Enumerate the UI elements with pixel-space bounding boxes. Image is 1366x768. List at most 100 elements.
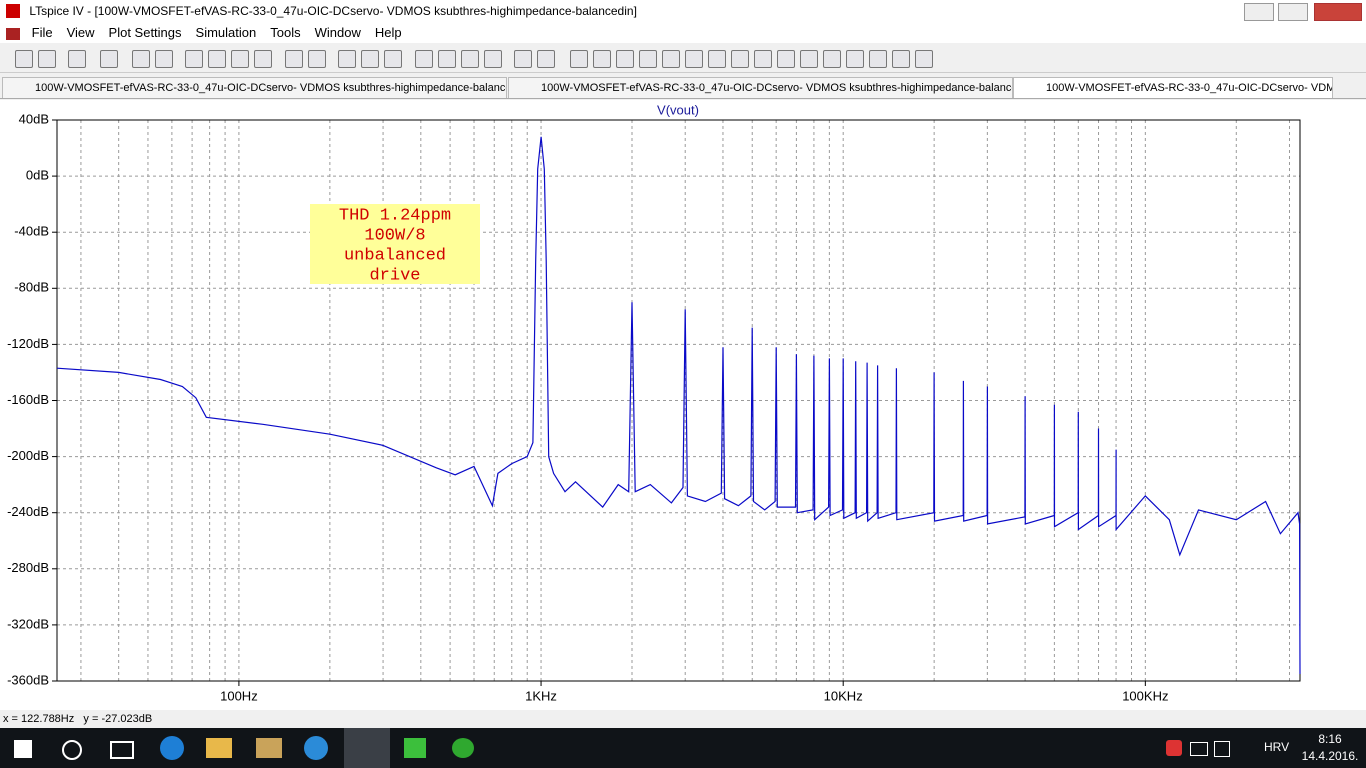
toolbar-button[interactable] xyxy=(361,50,379,68)
start-button[interactable] xyxy=(14,740,32,758)
toolbar-button[interactable] xyxy=(708,50,726,68)
menu-item[interactable]: Plot Settings xyxy=(108,25,182,40)
x-tick-label: 100KHz xyxy=(1122,688,1168,703)
minimize-button[interactable] xyxy=(1244,3,1274,21)
tab[interactable]: 100W-VMOSFET-efVAS-RC-33-0_47u-OIC-DCser… xyxy=(1013,77,1333,98)
toolbar-button[interactable] xyxy=(461,50,479,68)
y-tick-label: -320dB xyxy=(7,616,49,631)
toolbar-button[interactable] xyxy=(231,50,249,68)
maximize-button[interactable] xyxy=(1278,3,1308,21)
trace xyxy=(56,136,1301,675)
edge-icon[interactable] xyxy=(160,736,184,760)
toolbar-button[interactable] xyxy=(754,50,772,68)
taskbar: HRV 8:16 14.4.2016. xyxy=(0,728,1366,768)
y-tick-label: 40dB xyxy=(19,111,49,126)
toolbar-button[interactable] xyxy=(484,50,502,68)
tab[interactable]: 100W-VMOSFET-efVAS-RC-33-0_47u-OIC-DCser… xyxy=(2,77,507,98)
toolbar-button[interactable] xyxy=(514,50,532,68)
toolbar-button[interactable] xyxy=(616,50,634,68)
tray-icon[interactable] xyxy=(1166,740,1182,756)
tab[interactable]: 100W-VMOSFET-efVAS-RC-33-0_47u-OIC-DCser… xyxy=(508,77,1013,98)
clock-date[interactable]: 14.4.2016. xyxy=(1301,749,1359,763)
toolbar-button[interactable] xyxy=(662,50,680,68)
y-tick-label: 0dB xyxy=(26,168,49,183)
annotation-text: 100W/8 xyxy=(364,226,425,245)
toolbar-button[interactable] xyxy=(537,50,555,68)
tab-bar: 100W-VMOSFET-efVAS-RC-33-0_47u-OIC-DCser… xyxy=(0,74,1366,99)
annotation-box xyxy=(310,204,480,284)
toolbar-button[interactable] xyxy=(285,50,303,68)
app-icon-2[interactable] xyxy=(404,738,426,758)
y-tick-label: -280dB xyxy=(7,560,49,575)
y-tick-label: -200dB xyxy=(7,448,49,463)
y-tick-label: -80dB xyxy=(14,280,49,295)
toolbar-button[interactable] xyxy=(915,50,933,68)
tray-battery[interactable] xyxy=(1190,742,1208,756)
y-tick-label: -120dB xyxy=(7,336,49,351)
toolbar-button[interactable] xyxy=(593,50,611,68)
toolbar-button[interactable] xyxy=(38,50,56,68)
toolbar-button[interactable] xyxy=(800,50,818,68)
app-icon xyxy=(6,4,20,18)
x-tick-label: 1KHz xyxy=(525,688,557,703)
toolbar-button[interactable] xyxy=(185,50,203,68)
toolbar-button[interactable] xyxy=(438,50,456,68)
title-bar: LTspice IV - [100W-VMOSFET-efVAS-RC-33-0… xyxy=(0,0,1366,23)
toolbar-button[interactable] xyxy=(68,50,86,68)
toolbar-button[interactable] xyxy=(777,50,795,68)
toolbar-button[interactable] xyxy=(308,50,326,68)
toolbar-button[interactable] xyxy=(685,50,703,68)
plot-background xyxy=(0,100,1366,710)
toolbar-button[interactable] xyxy=(731,50,749,68)
folder-icon[interactable] xyxy=(256,738,282,758)
plot-frame xyxy=(56,119,1301,682)
toolbar xyxy=(0,44,1366,73)
explorer-icon[interactable] xyxy=(206,738,232,758)
window-title: LTspice IV - [100W-VMOSFET-efVAS-RC-33-0… xyxy=(29,4,637,18)
toolbar-button[interactable] xyxy=(208,50,226,68)
toolbar-button[interactable] xyxy=(892,50,910,68)
menu-item[interactable]: Window xyxy=(314,25,361,40)
x-tick-label: 10KHz xyxy=(824,688,863,703)
language[interactable]: HRV xyxy=(1264,740,1290,754)
menu-item[interactable]: Tools xyxy=(270,25,301,40)
y-tick-label: -40dB xyxy=(14,224,49,239)
toolbar-button[interactable] xyxy=(639,50,657,68)
ie-icon[interactable] xyxy=(304,736,328,760)
toolbar-button[interactable] xyxy=(100,50,118,68)
toolbar-button[interactable] xyxy=(132,50,150,68)
annotation-text: drive xyxy=(369,266,420,285)
toolbar-button[interactable] xyxy=(846,50,864,68)
search-button[interactable] xyxy=(62,740,82,760)
plot-pane: V(vout) 100Hz 1KHz 10KHz 100KHz 40dB 0dB -40dB… xyxy=(0,100,1366,710)
trace-title: V(vout) xyxy=(657,102,699,117)
toolbar-button[interactable] xyxy=(415,50,433,68)
toolbar-button[interactable] xyxy=(338,50,356,68)
toolbar-button[interactable] xyxy=(869,50,887,68)
toolbar-button[interactable] xyxy=(15,50,33,68)
task-view[interactable] xyxy=(110,741,134,759)
y-tick-label: -160dB xyxy=(7,392,49,407)
close-button[interactable] xyxy=(1314,3,1362,21)
toolbar-button[interactable] xyxy=(155,50,173,68)
annotation-text: THD 1.24ppm xyxy=(339,206,451,225)
tray-network[interactable] xyxy=(1214,741,1230,757)
app-icon-3[interactable] xyxy=(452,738,474,758)
toolbar-button[interactable] xyxy=(570,50,588,68)
ltspice-task[interactable] xyxy=(344,728,390,768)
clock-time[interactable]: 8:16 xyxy=(1318,732,1342,746)
toolbar-button[interactable] xyxy=(823,50,841,68)
x-tick-label: 100Hz xyxy=(220,688,258,703)
toolbar-button[interactable] xyxy=(384,50,402,68)
menu-bar: File View Plot Settings Simulation Tools Wind… xyxy=(0,22,1366,43)
annotation-text: unbalanced xyxy=(344,246,446,265)
menu-item[interactable]: Help xyxy=(374,25,402,40)
status-bar: x = 122.788Hz y = -27.023dB xyxy=(0,710,1366,728)
toolbar-button[interactable] xyxy=(254,50,272,68)
menu-item[interactable]: Simulation xyxy=(195,25,257,40)
doc-icon xyxy=(6,27,20,40)
menu-item[interactable]: File xyxy=(31,25,53,40)
y-tick-label: -240dB xyxy=(7,504,49,519)
menu-item[interactable]: View xyxy=(66,25,95,40)
